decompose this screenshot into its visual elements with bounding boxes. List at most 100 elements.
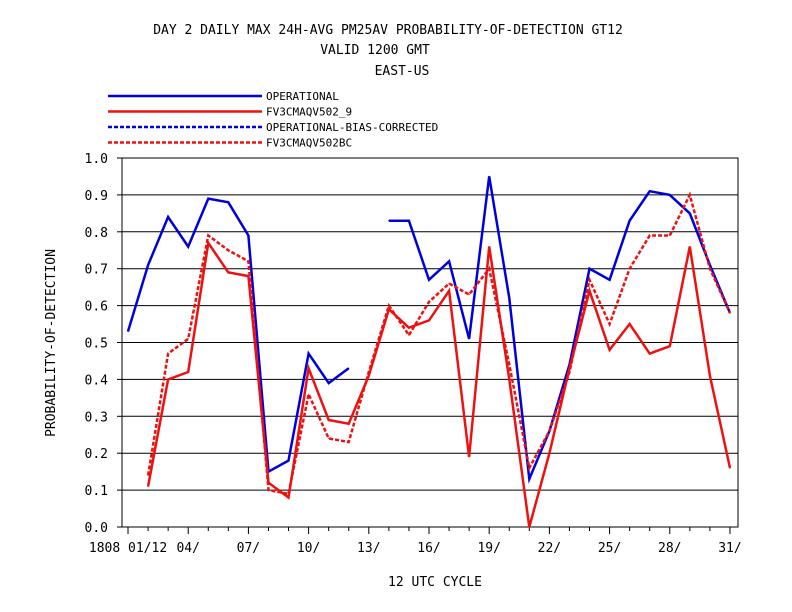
data-point [247,234,249,237]
data-point [308,353,310,355]
y-tick-label: 0.4 [85,373,109,388]
data-point [568,371,571,373]
x-tick-label: 07/ [237,541,260,556]
data-point [227,249,229,251]
data-point [488,175,490,177]
data-point [207,234,209,237]
x-tick-label: 04/ [176,541,199,556]
data-point [328,382,330,384]
legend-entry: FV3CMAQV502BC [266,137,352,150]
data-point [408,334,410,336]
data-point [689,246,691,248]
data-point [187,338,189,340]
data-point [167,353,169,355]
data-point [247,260,249,262]
data-point [709,268,711,270]
data-point [709,375,711,377]
data-point [287,493,290,495]
y-tick-label: 0.7 [85,263,108,278]
y-tick-label: 0.3 [85,410,108,425]
data-point [508,378,510,380]
series-line-operational [126,197,350,474]
series-lines [126,175,732,528]
data-point [609,323,611,325]
data-point [408,220,410,222]
data-point [468,456,470,458]
title-line: VALID 1200 GMT [320,43,430,58]
data-point [629,323,631,325]
data-point [428,301,430,303]
data-point [468,338,470,340]
data-point [428,319,430,321]
data-point [649,353,651,355]
x-tick-label: 31/ [718,541,741,556]
x-tick-label: 28/ [658,541,681,556]
legend: OPERATIONAL FV3CMAQV502_9 OPERATIONAL-BIAS… [108,90,438,150]
data-point [528,526,530,528]
data-point [588,290,591,292]
x-tick-label: 19/ [477,541,500,556]
data-point [488,268,490,270]
y-axis: 0.0 0.1 0.2 0.3 0.4 0.5 0.6 0.7 0.8 0.9 1.0 [85,152,122,536]
data-point [689,194,691,196]
data-point [167,216,169,218]
data-point [508,297,510,299]
data-point [448,290,450,292]
data-point [127,330,129,332]
data-point [348,441,350,443]
data-point [669,194,671,196]
gridlines [122,194,738,491]
data-point [207,198,209,200]
data-point [448,282,450,285]
data-point [488,246,490,248]
data-point [629,268,631,270]
y-tick-label: 0.2 [85,447,108,462]
data-point [227,201,229,203]
series-line-fv3cmaqv502bc [146,191,732,496]
data-point [629,220,631,222]
data-point [408,327,410,329]
chart-title: DAY 2 DAILY MAX 24H-AVG PM25AV PROBABILI… [153,23,623,79]
data-point [227,271,229,273]
data-point [528,478,530,480]
data-point [147,474,149,476]
x-tick-label: 1808 01/12 [89,541,167,556]
x-tick-label: 13/ [357,541,380,556]
data-point [287,460,290,462]
data-point [588,279,591,281]
data-point [368,371,370,373]
y-tick-label: 0.5 [85,337,108,352]
title-line: EAST-US [375,64,430,79]
data-point [609,349,611,351]
data-point [428,279,430,281]
data-point [448,260,450,262]
series-line-operational [388,176,732,484]
data-point [729,467,731,469]
data-point [348,367,350,369]
data-point [267,489,270,491]
title-line: DAY 2 DAILY MAX 24H-AVG PM25AV PROBABILI… [153,23,623,38]
x-tick-label: 22/ [538,541,561,556]
data-point [649,190,651,192]
data-point [468,293,470,296]
data-point [588,268,591,270]
data-point [689,212,691,214]
y-tick-label: 1.0 [85,152,108,167]
data-point [187,371,189,373]
y-tick-label: 0.8 [85,226,108,241]
data-point [388,305,390,307]
legend-entry: FV3CMAQV502_9 [266,106,352,119]
data-point [328,437,330,439]
legend-entry: OPERATIONAL [266,90,339,103]
data-point [548,452,551,454]
x-axis: 1808 01/12 04/07/10/13/16/19/22/25/28/31/ [89,527,742,556]
data-point [609,279,611,281]
data-point [368,375,370,377]
y-tick-label: 0.1 [85,484,108,499]
data-point [388,220,390,222]
data-point [669,234,671,237]
data-point [508,364,510,366]
data-point [348,423,350,425]
legend-entry: OPERATIONAL-BIAS-CORRECTED [266,121,438,134]
